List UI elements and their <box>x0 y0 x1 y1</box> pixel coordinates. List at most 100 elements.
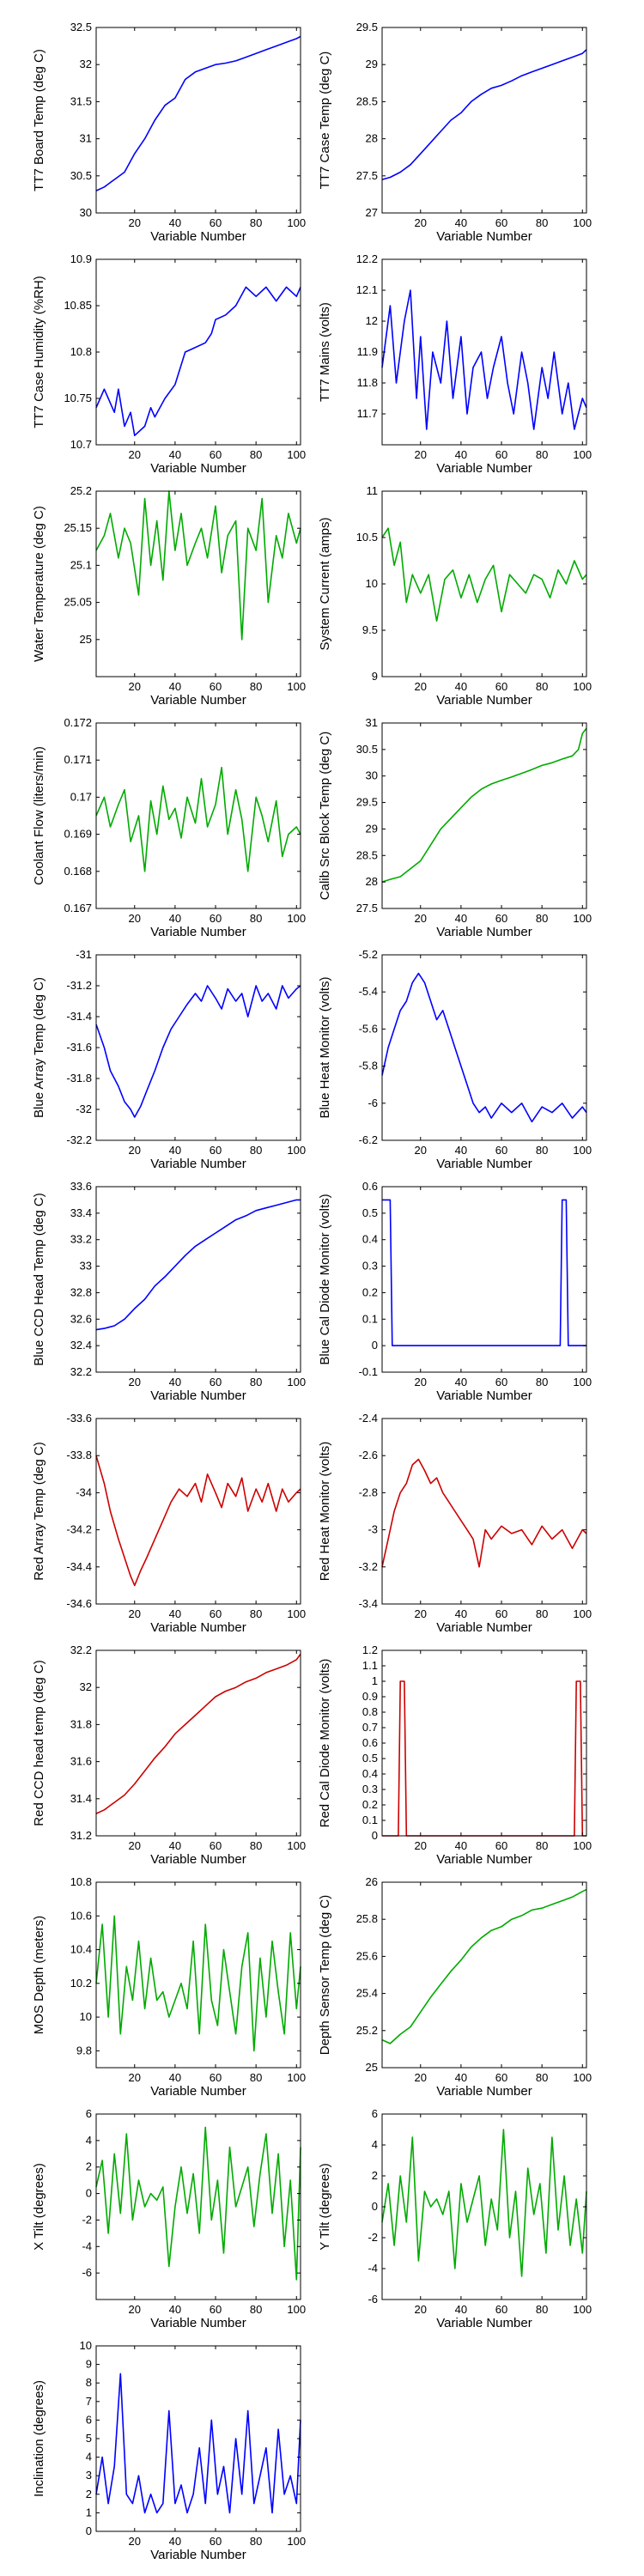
y-tick-label: 30 <box>80 206 92 219</box>
x-tick-label: 40 <box>169 448 181 461</box>
y-tick-label: 1 <box>86 2506 92 2518</box>
y-tick-label: 4 <box>86 2451 92 2464</box>
x-tick-label: 60 <box>495 912 507 925</box>
y-tick-label: -6 <box>368 1097 378 1109</box>
x-tick-label: 60 <box>495 1144 507 1157</box>
y-tick-label: 0.4 <box>362 1767 378 1780</box>
chart-panel-16: 20 40 60 80 100 0 0.1 0.2 0.3 0.4 0.5 0.6 0.7 0.8 0.9 1… <box>318 1643 592 1867</box>
plot-frame <box>95 954 301 1141</box>
x-tick-label: 100 <box>287 448 306 461</box>
x-tick-label: 80 <box>250 2071 262 2084</box>
y-tick-label: 29.5 <box>356 21 378 33</box>
x-tick-label: 40 <box>169 912 181 925</box>
y-tick-label: 32 <box>80 58 92 70</box>
x-tick-label: 80 <box>536 2071 548 2084</box>
y-tick-label: 30.5 <box>70 169 92 182</box>
x-tick-label: 40 <box>455 912 467 925</box>
x-tick-label: 60 <box>210 912 222 925</box>
x-tick-label: 60 <box>210 680 222 693</box>
chart-panel-11: 20 40 60 80 100 32.2 32.4 32.6 32.8 33 33.2 33.4 33.… <box>32 1180 306 1403</box>
x-axis-label: Variable Number <box>436 229 532 244</box>
series-line <box>381 972 587 1123</box>
y-tick-label: 11.8 <box>357 376 378 389</box>
y-tick-label: 25.1 <box>70 558 92 571</box>
x-tick-label: 80 <box>536 1376 548 1388</box>
x-tick-label: 20 <box>129 2303 141 2316</box>
chart-panel-10: 20 40 60 80 100 -6.2 -6 -5.8 -5.6 -5.4 -5.2 Variabl… <box>318 948 592 1171</box>
y-tick-label: 27.5 <box>356 902 378 914</box>
y-tick-label: 2 <box>86 2160 92 2173</box>
y-tick-label: 31.6 <box>70 1755 92 1768</box>
y-tick-label: 0.6 <box>362 1180 378 1193</box>
y-tick-label: 10.8 <box>70 1875 92 1888</box>
series-line <box>95 490 301 641</box>
y-tick-label: -33.8 <box>66 1449 92 1461</box>
x-tick-label: 60 <box>210 1839 222 1852</box>
y-tick-label: 28.5 <box>356 848 378 861</box>
x-tick-label: 80 <box>536 2303 548 2316</box>
y-tick-label: 0.6 <box>362 1736 378 1749</box>
y-tick-label: 4 <box>86 2134 92 2147</box>
x-tick-label: 80 <box>250 912 262 925</box>
x-tick-label: 20 <box>415 1376 427 1388</box>
y-tick-label: 25 <box>366 2061 378 2074</box>
x-tick-label: 100 <box>287 1376 306 1388</box>
y-axis-label: Blue CCD Head Temp (deg C) <box>32 1193 46 1365</box>
y-tick-label: 0.7 <box>362 1721 378 1734</box>
y-tick-label: 0 <box>86 2187 92 2200</box>
y-tick-label: 0 <box>372 1829 378 1842</box>
x-tick-label: 80 <box>536 1144 548 1157</box>
y-tick-label: 29 <box>366 58 378 70</box>
y-tick-label: 30.5 <box>356 743 378 756</box>
x-axis-label: Variable Number <box>150 1852 246 1867</box>
y-tick-label: 6 <box>86 2107 92 2120</box>
y-tick-label: 10.6 <box>70 1909 92 1922</box>
x-tick-label: 20 <box>129 448 141 461</box>
y-tick-label: 32.8 <box>70 1285 92 1298</box>
y-tick-label: -6 <box>82 2266 92 2279</box>
y-tick-label: 31.5 <box>70 94 92 107</box>
y-tick-label: 28 <box>366 132 378 145</box>
series-line <box>95 985 301 1118</box>
y-tick-label: -5.6 <box>359 1022 378 1035</box>
series-line <box>381 727 587 883</box>
plot-frame <box>95 2345 301 2532</box>
y-tick-label: -3.2 <box>359 1560 378 1573</box>
x-tick-label: 20 <box>415 912 427 925</box>
y-tick-label: 31 <box>366 716 378 729</box>
x-tick-label: 60 <box>210 2535 222 2548</box>
x-tick-label: 20 <box>415 2071 427 2084</box>
x-tick-label: 60 <box>495 1839 507 1852</box>
x-tick-label: 20 <box>129 1376 141 1388</box>
x-tick-label: 20 <box>415 680 427 693</box>
y-tick-label: -34.2 <box>66 1523 92 1536</box>
plot-frame <box>95 258 301 446</box>
chart-panel-14: 20 40 60 80 100 -3.4 -3.2 -3 -2.8 -2.6 -2.4 Variabl… <box>318 1412 592 1635</box>
y-tick-label: 6 <box>86 2413 92 2426</box>
x-tick-label: 100 <box>573 1376 592 1388</box>
y-tick-label: 0.171 <box>64 753 92 766</box>
x-tick-label: 40 <box>455 680 467 693</box>
y-tick-label: 32.2 <box>70 1643 92 1656</box>
plot-frame <box>95 2113 301 2300</box>
y-tick-label: 33 <box>80 1260 92 1273</box>
y-tick-label: 29.5 <box>356 796 378 809</box>
series-line <box>95 1915 301 2052</box>
x-tick-label: 60 <box>495 216 507 229</box>
y-tick-label: 25.8 <box>356 1912 378 1925</box>
series-line <box>381 1458 587 1568</box>
x-axis-label: Variable Number <box>150 1388 246 1403</box>
y-tick-label: 32.4 <box>70 1339 92 1352</box>
x-tick-label: 60 <box>495 1376 507 1388</box>
y-tick-label: 33.6 <box>70 1180 92 1193</box>
y-tick-label: 10.75 <box>64 392 92 404</box>
x-tick-label: 60 <box>210 1607 222 1620</box>
y-tick-label: 0.5 <box>362 1752 378 1765</box>
y-tick-label: 0.169 <box>64 828 92 841</box>
y-tick-label: 0.1 <box>362 1814 378 1826</box>
x-tick-label: 20 <box>415 1144 427 1157</box>
y-tick-label: 2 <box>372 2169 378 2182</box>
x-tick-label: 100 <box>573 448 592 461</box>
y-axis-label: Calib Src Block Temp (deg C) <box>318 732 332 900</box>
y-tick-label: 0.167 <box>64 902 92 914</box>
